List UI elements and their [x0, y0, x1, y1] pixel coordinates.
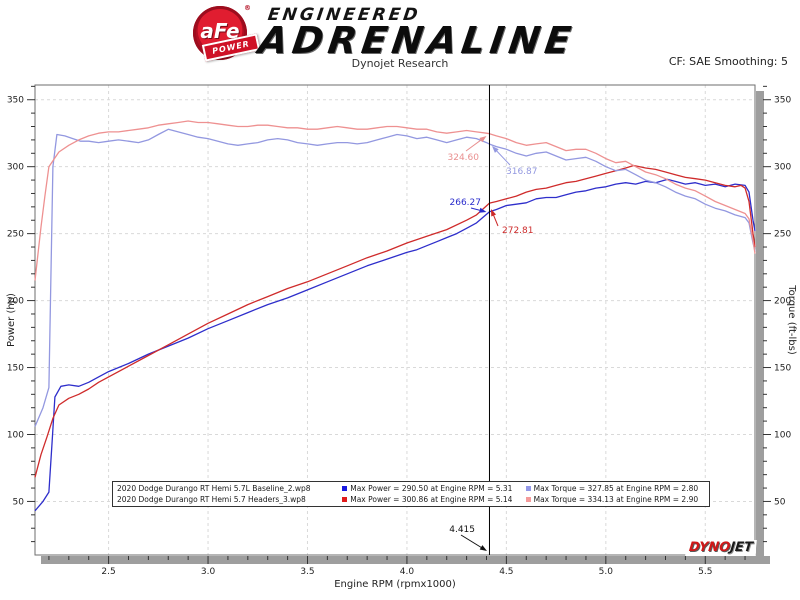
legend-max-power: Max Power = 290.50 at Engine RPM = 5.31 — [342, 484, 525, 493]
chart-title: Dynojet Research — [351, 57, 449, 70]
annotation-value-label: 324.60 — [448, 153, 480, 163]
series-headers_power — [34, 164, 756, 478]
dynojet-logo: DYNOJET — [685, 540, 757, 556]
annotation-value-label: 266.27 — [450, 198, 482, 208]
y-tick-label-left: 300 — [7, 163, 24, 173]
x-tick-label: 4.5 — [499, 567, 513, 577]
annotation-arrow-head — [479, 545, 487, 551]
plot-frame — [34, 84, 756, 556]
legend-max-torque: Max Torque = 334.13 at Engine RPM = 2.90 — [525, 495, 709, 504]
y-tick-label-left: 150 — [7, 364, 24, 374]
axis-shadow-bottom — [41, 556, 770, 564]
annotation-arrow-head — [492, 146, 499, 153]
y-tick-label-left: 200 — [7, 297, 24, 307]
legend-row-baseline: 2020 Dodge Durango RT Hemi 5.7L Baseline… — [113, 484, 709, 493]
y-tick-label-right: 200 — [774, 297, 791, 307]
power-swatch-icon — [342, 486, 348, 491]
annotation-value-label: 4.415 — [449, 525, 475, 535]
legend-max-torque-text: Max Torque = 327.85 at Engine RPM = 2.80 — [533, 484, 699, 493]
series-headers_torque — [34, 120, 756, 281]
series-baseline_torque — [34, 128, 756, 427]
annotation-arrow-line — [492, 213, 499, 227]
y-axis-title-power: Power (hp) — [6, 293, 17, 347]
y-tick-label-right: 250 — [774, 230, 791, 240]
x-tick-label: 5.5 — [698, 567, 712, 577]
annotation-arrow-line — [465, 138, 483, 152]
torque-swatch-icon — [525, 486, 531, 491]
y-tick-label-left: 250 — [7, 230, 24, 240]
correction-smoothing-label: CF: SAE Smoothing: 5 — [668, 55, 788, 68]
registered-mark: ® — [244, 4, 251, 12]
series-baseline_power — [34, 178, 756, 512]
afe-power-logo: aFe ® POWER — [193, 4, 261, 62]
annotation-arrow-line — [460, 534, 484, 549]
annotation-arrow-head — [479, 136, 487, 143]
legend-max-power-text: Max Power = 300.86 at Engine RPM = 5.14 — [350, 495, 513, 504]
x-axis-title: Engine RPM (rpmx1000) — [334, 579, 456, 590]
annotation-value-label: 316.87 — [506, 167, 538, 177]
dynojet-logo-jet: JET — [729, 540, 754, 555]
y-tick-label-right: 300 — [774, 163, 791, 173]
y-tick-label-right: 150 — [774, 364, 791, 374]
y-tick-label-right: 350 — [774, 96, 791, 106]
x-tick-label: 5.0 — [599, 567, 614, 577]
y-tick-label-left: 100 — [7, 430, 24, 440]
y-axis-title-torque: Torque (ft-lbs) — [786, 284, 797, 355]
legend-file-name: 2020 Dodge Durango RT Hemi 5.7L Baseline… — [117, 484, 311, 493]
annotation-arrow-line — [495, 149, 511, 166]
power-swatch-icon — [342, 497, 348, 502]
axis-shadow-right — [756, 91, 764, 564]
x-tick-label: 4.0 — [400, 567, 415, 577]
x-tick-label: 2.5 — [101, 567, 115, 577]
y-tick-label-left: 50 — [13, 497, 25, 507]
legend-max-torque: Max Torque = 327.85 at Engine RPM = 2.80 — [525, 484, 709, 493]
legend-max-power-text: Max Power = 290.50 at Engine RPM = 5.31 — [350, 484, 513, 493]
annotation-value-label: 272.81 — [502, 226, 534, 236]
legend-max-power: Max Power = 300.86 at Engine RPM = 5.14 — [342, 495, 525, 504]
y-tick-label-left: 350 — [7, 96, 24, 106]
torque-swatch-icon — [525, 497, 531, 502]
annotation-arrow-head — [491, 209, 497, 217]
annotation-arrow-head — [479, 207, 487, 213]
legend-box: 2020 Dodge Durango RT Hemi 5.7L Baseline… — [112, 481, 710, 507]
legend-max-torque-text: Max Torque = 334.13 at Engine RPM = 2.90 — [533, 495, 699, 504]
x-tick-label: 3.5 — [300, 567, 314, 577]
legend-row-headers: 2020 Dodge Durango RT Hemi 5.7 Headers_3… — [113, 495, 709, 504]
x-tick-label: 3.0 — [201, 567, 216, 577]
y-tick-label-right: 50 — [774, 497, 786, 507]
legend-file-name: 2020 Dodge Durango RT Hemi 5.7 Headers_3… — [117, 495, 306, 504]
dynojet-logo-dyno: DYNO — [688, 540, 731, 555]
y-tick-label-right: 100 — [774, 430, 791, 440]
